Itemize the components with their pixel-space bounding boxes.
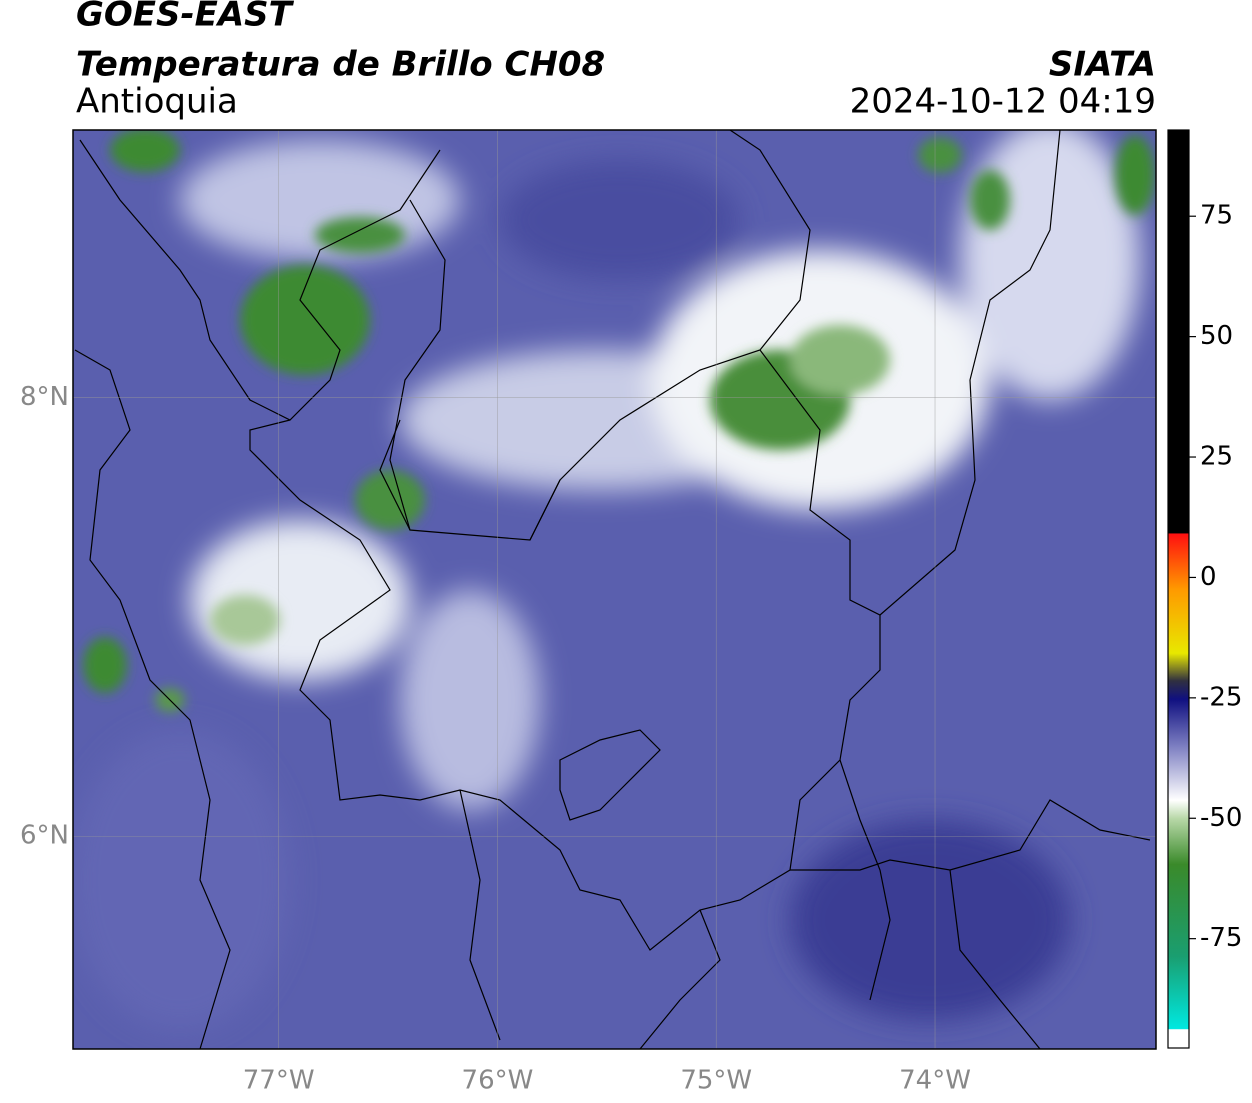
y-tick-label: 8°N <box>20 382 69 412</box>
x-tick-label: 76°W <box>462 1066 534 1096</box>
x-tick-label: 77°W <box>243 1066 315 1096</box>
colorbar <box>1167 129 1190 1049</box>
datetime: 2024-10-12 04:19 <box>850 82 1156 122</box>
colorbar-tick-label: -50 <box>1200 803 1242 833</box>
map-image <box>73 130 1156 1049</box>
colorbar-tick-label: 25 <box>1200 442 1233 472</box>
colorbar-tick-label: 50 <box>1200 321 1233 351</box>
map-frame <box>72 129 1157 1050</box>
title: GOES-EAST <box>76 0 295 35</box>
colorbar-tick-label: -25 <box>1200 682 1242 712</box>
x-tick-label: 75°W <box>680 1066 752 1096</box>
region: Antioquia <box>76 82 238 122</box>
colorbar-tick-label: 0 <box>1200 562 1217 592</box>
source: SIATA <box>1049 45 1156 85</box>
colorbar-tick-label: 75 <box>1200 201 1233 231</box>
y-tick-label: 6°N <box>20 821 69 851</box>
colorbar-tick-label: -75 <box>1200 923 1242 953</box>
subtitle: Temperatura de Brillo CH08 <box>76 45 605 85</box>
x-tick-label: 74°W <box>899 1066 971 1096</box>
